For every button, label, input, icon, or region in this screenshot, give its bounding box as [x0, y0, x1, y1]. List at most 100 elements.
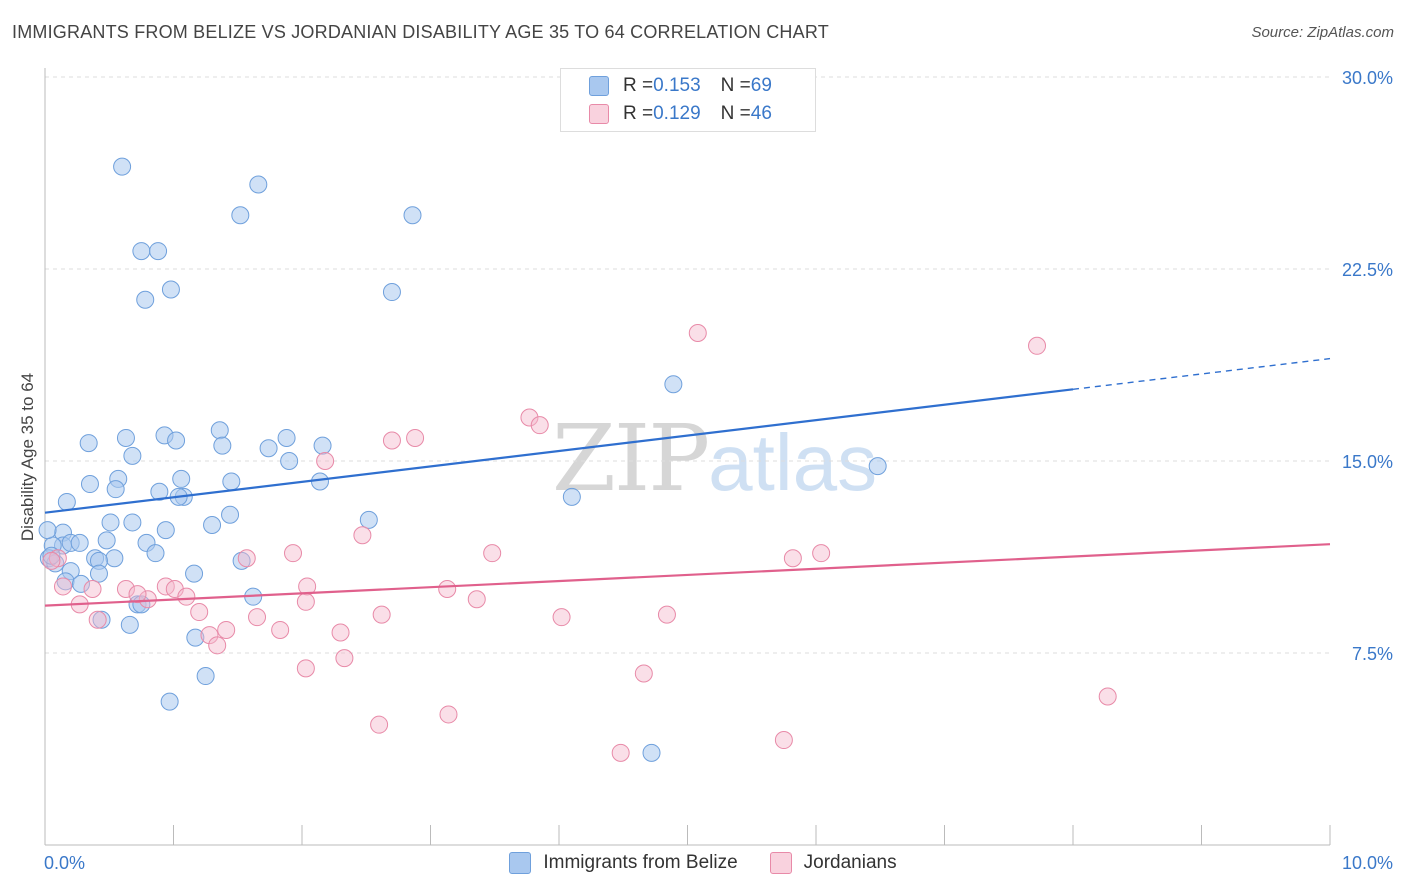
legend-swatch-belize [589, 76, 609, 96]
point-jordanians [200, 626, 219, 645]
point-belize [382, 283, 401, 302]
series-legend-belize: Immigrants from Belize [509, 852, 738, 874]
point-belize [280, 452, 299, 470]
x-tick-label: 0.0% [44, 853, 85, 873]
y-tick-label: 7.5% [1352, 644, 1393, 664]
point-jordanians [88, 610, 107, 629]
y-tick-label: 22.5% [1342, 260, 1393, 280]
point-belize [116, 428, 135, 447]
point-belize [97, 531, 116, 550]
series-legend-jordanians: Jordanians [769, 852, 897, 874]
point-jordanians [208, 636, 227, 655]
point-belize [196, 667, 215, 686]
source-label: Source: ZipAtlas.com [1251, 24, 1394, 41]
chart-title: IMMIGRANTS FROM BELIZE VS JORDANIAN DISA… [12, 22, 829, 42]
point-belize [313, 436, 332, 455]
point-jordanians [483, 544, 502, 563]
point-jordanians [248, 608, 267, 627]
point-jordanians [316, 452, 335, 470]
point-belize [149, 242, 168, 261]
point-jordanians [353, 526, 372, 545]
point-belize [259, 439, 278, 458]
point-belize [562, 487, 581, 506]
point-belize [92, 610, 111, 629]
point-belize [150, 482, 169, 501]
point-belize [186, 628, 205, 647]
point-jordanians [1028, 336, 1047, 355]
legend-r-value: 0.153 [653, 75, 701, 96]
point-jordanians [53, 577, 72, 596]
legend-row-belize: R = 0.153 N = 69 [589, 73, 772, 99]
legend-n-label: N = [720, 103, 751, 124]
point-belize [79, 434, 98, 453]
point-belize [203, 516, 222, 534]
point-jordanians [83, 580, 102, 598]
point-jordanians [116, 580, 135, 598]
trendline-belize [44, 388, 1074, 514]
point-belize [132, 242, 151, 261]
point-belize [89, 564, 108, 583]
point-belize [232, 551, 251, 570]
point-jordanians [296, 592, 315, 611]
point-belize [123, 446, 142, 465]
point-belize [213, 436, 232, 455]
point-jordanians [370, 715, 389, 734]
legend-n-value: 69 [750, 75, 772, 96]
series-swatch-jordanians [769, 852, 792, 874]
point-belize [136, 290, 155, 309]
point-belize [277, 428, 296, 447]
point-belize [57, 492, 76, 511]
trendline-belize-extension [1072, 357, 1331, 391]
point-jordanians [372, 605, 391, 624]
point-jordanians [634, 664, 653, 683]
point-jordanians [1098, 687, 1117, 706]
point-jordanians [688, 324, 707, 342]
stats-legend: R = 0.153 N = 69 R = 0.129 N = 46 [560, 68, 816, 132]
point-belize [120, 615, 139, 634]
point-belize [156, 521, 175, 540]
point-jordanians [467, 590, 486, 609]
series-swatch-belize [509, 852, 532, 874]
y-axis-label: Disability Age 35 to 64 [18, 373, 37, 541]
point-belize [222, 472, 241, 491]
point-jordanians [335, 649, 354, 668]
point-belize [123, 513, 142, 532]
legend-n-value: 46 [750, 103, 772, 124]
point-belize [359, 510, 378, 529]
legend-r-label: R = [623, 75, 654, 96]
x-tick-label: 10.0% [1342, 853, 1393, 873]
point-belize [868, 457, 887, 476]
point-belize [221, 505, 240, 524]
point-jordanians [298, 577, 317, 596]
point-jordanians [530, 416, 549, 435]
point-belize [185, 564, 204, 583]
y-tick-label: 15.0% [1342, 452, 1393, 472]
point-jordanians [783, 549, 802, 568]
series-legend: Immigrants from Belize Jordanians [0, 852, 1406, 874]
point-jordanians [382, 431, 401, 450]
legend-r-value: 0.129 [653, 103, 701, 124]
point-belize [80, 475, 99, 494]
point-belize [172, 469, 191, 488]
series-label-belize: Immigrants from Belize [543, 852, 738, 873]
point-jordanians [611, 743, 630, 762]
watermark-atlas: atlas [708, 418, 878, 507]
y-tick-label: 30.0% [1342, 68, 1393, 88]
trendline-jordanians [44, 543, 1331, 607]
point-belize [642, 743, 661, 762]
point-jordanians [774, 731, 793, 750]
point-belize [146, 544, 165, 563]
point-belize [249, 175, 268, 194]
point-belize [403, 206, 422, 225]
series-label-jordanians: Jordanians [803, 852, 897, 873]
point-jordanians [271, 620, 290, 639]
point-belize [664, 375, 683, 394]
point-belize [167, 431, 186, 450]
point-jordanians [657, 605, 676, 624]
point-jordanians [177, 587, 196, 606]
point-jordanians [217, 620, 236, 639]
point-jordanians [237, 549, 256, 568]
point-belize [70, 533, 89, 552]
legend-swatch-jordanians [589, 104, 609, 124]
